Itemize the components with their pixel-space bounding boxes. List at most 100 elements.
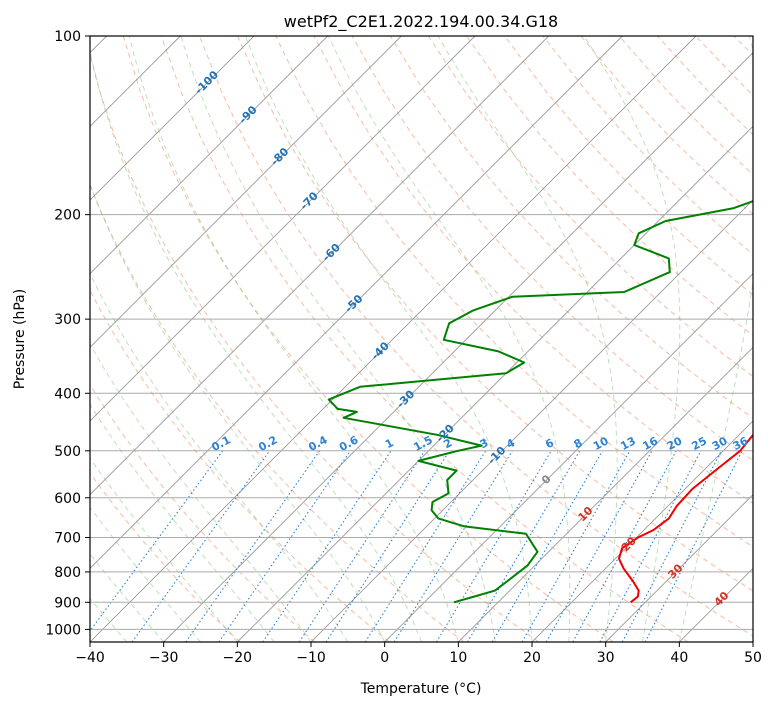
- moist-adiabat-line: [128, 36, 459, 642]
- mixing-ratio-label: 13: [618, 434, 638, 453]
- mixing-ratio-label: 20: [665, 434, 685, 453]
- isotherm-line: [605, 494, 753, 642]
- dry-adiabat-line: [389, 36, 753, 419]
- moist-adiabat-line: [437, 36, 618, 642]
- isotherm-label: 40: [712, 589, 732, 609]
- mixing-ratio-line: [185, 450, 321, 642]
- mixing-ratio-label: 6: [543, 436, 556, 451]
- isotherm-line: [237, 125, 753, 642]
- mixing-ratio-label: 10: [591, 434, 611, 453]
- dewpoint-profile-line: [327, 200, 753, 604]
- mixing-ratio-line: [621, 450, 722, 642]
- isotherm-line: [458, 346, 753, 642]
- dry-adiabat-line: [237, 36, 753, 592]
- x-tick-label: 30: [597, 650, 615, 666]
- mixing-ratio-line: [545, 450, 653, 642]
- moist-adiabat-line: [90, 457, 238, 642]
- y-tick-label: 300: [54, 312, 81, 328]
- y-tick-label: 400: [54, 386, 81, 402]
- dry-adiabat-line: [542, 36, 753, 255]
- isotherm-label: -40: [369, 339, 392, 362]
- isotherm-line: [310, 199, 753, 642]
- isotherm-label: -50: [342, 292, 365, 315]
- y-tick-label: 900: [54, 595, 81, 611]
- dry-adiabat-line: [733, 36, 753, 56]
- mixing-ratio-line: [467, 450, 581, 642]
- y-tick-label: 700: [54, 531, 81, 547]
- moist-adiabat-line: [90, 343, 312, 642]
- isotherm-label: -60: [320, 241, 343, 264]
- dry-adiabat-line: [90, 383, 316, 642]
- isotherm-label: -90: [236, 103, 259, 126]
- mixing-ratio-line: [393, 450, 513, 642]
- dry-adiabat-line: [466, 36, 753, 337]
- isotherm-line: [163, 52, 753, 642]
- isotherm-label: -30: [394, 387, 417, 410]
- mixing-ratio-label: 4: [504, 436, 517, 451]
- mixing-ratio-line: [435, 450, 552, 642]
- isotherm-line: [90, 36, 328, 275]
- isotherm-line: [679, 567, 753, 642]
- x-tick-label: −10: [296, 650, 326, 666]
- moist-adiabat-line: [90, 182, 386, 642]
- isotherm-line: [90, 36, 402, 348]
- mixing-ratio-line: [521, 450, 631, 642]
- dry-adiabat-line: [427, 36, 753, 378]
- x-tick-label: 0: [380, 650, 389, 666]
- dry-adiabat-line: [313, 36, 753, 504]
- y-tick-label: 500: [54, 444, 81, 460]
- chart-title: wetPf2_C2E1.2022.194.00.34.G18: [284, 12, 558, 32]
- dry-adiabat-line: [90, 52, 540, 642]
- moist-adiabat-line: [583, 36, 681, 642]
- dry-adiabat-line: [351, 36, 753, 462]
- x-tick-label: −30: [149, 650, 179, 666]
- isotherm-label: 10: [576, 504, 596, 524]
- isotherm-line: [90, 36, 255, 201]
- isotherm-label: -100: [192, 68, 221, 97]
- x-tick-label: −40: [75, 650, 105, 666]
- isotherm-line: [90, 36, 623, 569]
- mixing-ratio-line: [599, 450, 702, 642]
- isotherm-label: 30: [665, 561, 685, 581]
- y-axis-label: Pressure (hPa): [12, 289, 28, 389]
- moist-adiabat-line: [328, 36, 571, 642]
- x-axis-label: Temperature (°C): [360, 681, 482, 697]
- mixing-ratio-label: 30: [710, 434, 730, 453]
- mixing-ratio-label: 1: [383, 436, 396, 451]
- isotherm-label: -80: [268, 145, 291, 168]
- dry-adiabat-line: [695, 36, 753, 96]
- moist-adiabat-line: [90, 506, 201, 642]
- dry-adiabat-line: [90, 289, 390, 642]
- isotherm-line: [90, 36, 549, 496]
- isotherm-line: [384, 273, 753, 642]
- dry-adiabat-line: [275, 36, 753, 548]
- moist-adiabat-line: [90, 403, 275, 642]
- isotherm-label: 0: [539, 472, 554, 487]
- y-tick-label: 600: [54, 491, 81, 507]
- dry-adiabat-line: [90, 183, 465, 642]
- moist-adiabat-line: [90, 597, 128, 642]
- dry-adiabat-line: [122, 36, 614, 642]
- mixing-ratio-line: [218, 450, 351, 642]
- isotherm-label: -70: [298, 189, 321, 212]
- dry-adiabat-line: [160, 36, 689, 642]
- temperature-profile-line: [618, 432, 753, 604]
- isotherm-line: [90, 36, 476, 422]
- x-tick-label: 20: [523, 650, 541, 666]
- plot-frame: [89, 35, 754, 643]
- dry-adiabat-line: [504, 36, 753, 296]
- mixing-ratio-line: [298, 450, 426, 642]
- y-tick-label: 100: [54, 29, 81, 45]
- x-tick-label: 50: [744, 650, 762, 666]
- x-tick-label: −20: [223, 650, 253, 666]
- mixing-ratio-line: [644, 450, 743, 642]
- mixing-ratio-line: [491, 450, 603, 642]
- isotherm-label: -20: [434, 422, 457, 445]
- isotherm-line: [752, 641, 753, 642]
- isotherm-line: [90, 36, 697, 642]
- moist-adiabat-line: [90, 48, 422, 642]
- moist-adiabat-line: [90, 553, 165, 642]
- x-tick-label: 10: [449, 650, 467, 666]
